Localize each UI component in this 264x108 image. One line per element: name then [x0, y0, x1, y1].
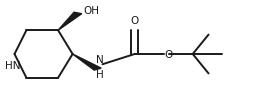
Polygon shape — [58, 12, 82, 30]
Polygon shape — [73, 54, 101, 70]
Text: H: H — [96, 70, 104, 80]
Text: HN: HN — [6, 61, 21, 71]
Text: N: N — [96, 55, 104, 65]
Text: O: O — [164, 50, 173, 60]
Text: OH: OH — [84, 6, 100, 16]
Text: O: O — [130, 16, 139, 26]
